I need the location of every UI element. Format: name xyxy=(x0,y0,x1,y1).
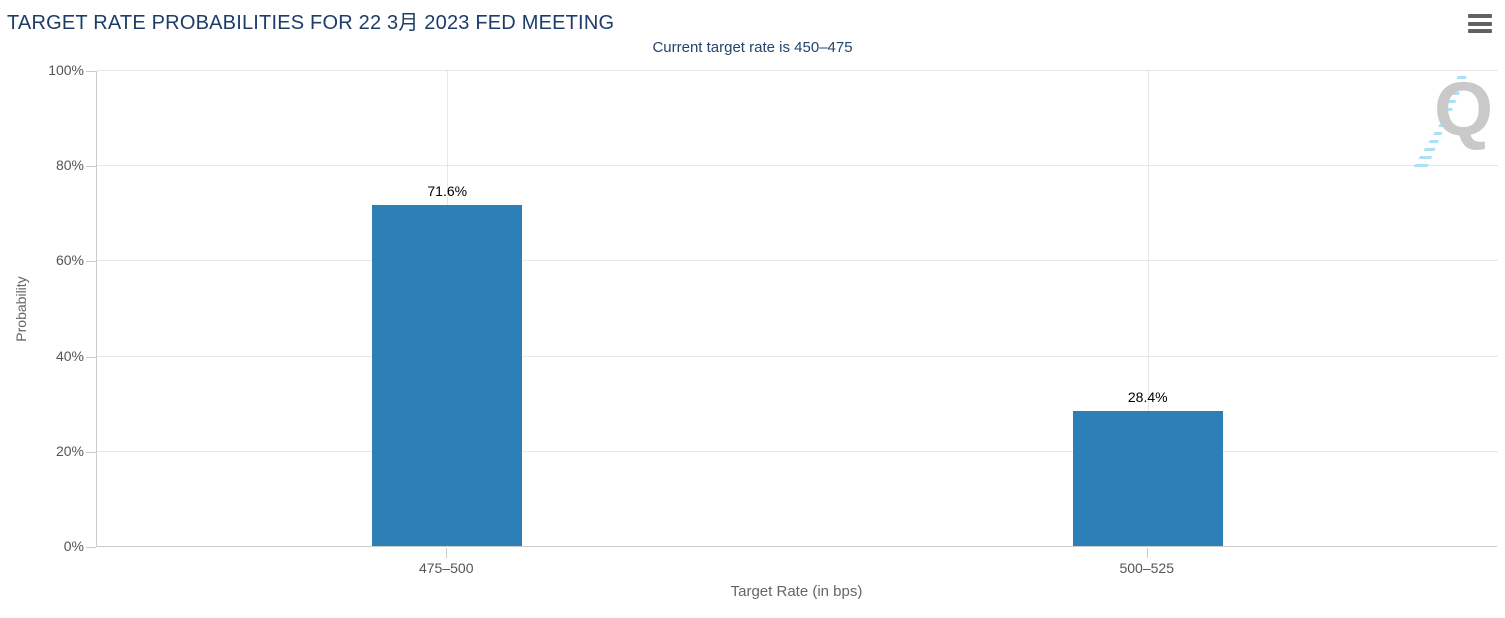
y-tick-label: 0% xyxy=(63,538,84,554)
plot-area: 71.6% 28.4% xyxy=(96,70,1498,547)
y-tick-mark xyxy=(86,451,96,453)
bar-475–500[interactable] xyxy=(372,205,523,546)
chart-context-menu-button[interactable] xyxy=(1468,14,1492,33)
bar-value-label: 71.6% xyxy=(427,183,468,200)
bar-value-label: 28.4% xyxy=(1127,388,1168,405)
y-axis-title: Probability xyxy=(13,276,29,342)
h-gridline xyxy=(97,165,1498,167)
y-tick-label: 40% xyxy=(55,347,84,364)
x-tick-mark xyxy=(1146,548,1148,558)
y-tick-mark xyxy=(86,356,96,358)
hamburger-icon xyxy=(1468,14,1492,33)
x-tick-label: 475–500 xyxy=(418,560,474,576)
h-gridline xyxy=(97,355,1498,357)
chart-title: TARGET RATE PROBABILITIES FOR 22 3月 2023… xyxy=(7,12,615,34)
y-tick-mark xyxy=(86,166,96,168)
y-tick-label: 80% xyxy=(55,157,84,174)
x-tick-mark xyxy=(446,548,448,558)
y-tick-mark xyxy=(86,261,96,263)
y-tick-label: 100% xyxy=(48,62,84,78)
y-tick-label: 20% xyxy=(55,442,84,459)
x-axis-title: Target Rate (in bps) xyxy=(730,583,863,600)
h-gridline xyxy=(97,70,1498,71)
v-gridline xyxy=(1147,71,1149,547)
bar-500–525[interactable] xyxy=(1072,410,1223,546)
x-tick-label: 500–525 xyxy=(1119,560,1174,576)
y-tick-mark xyxy=(86,547,96,548)
chart-subtitle: Current target rate is 450–475 xyxy=(652,39,853,56)
h-gridline xyxy=(97,260,1498,262)
y-tick-mark xyxy=(86,71,96,72)
y-tick-label: 60% xyxy=(55,252,84,269)
h-gridline xyxy=(97,450,1498,452)
